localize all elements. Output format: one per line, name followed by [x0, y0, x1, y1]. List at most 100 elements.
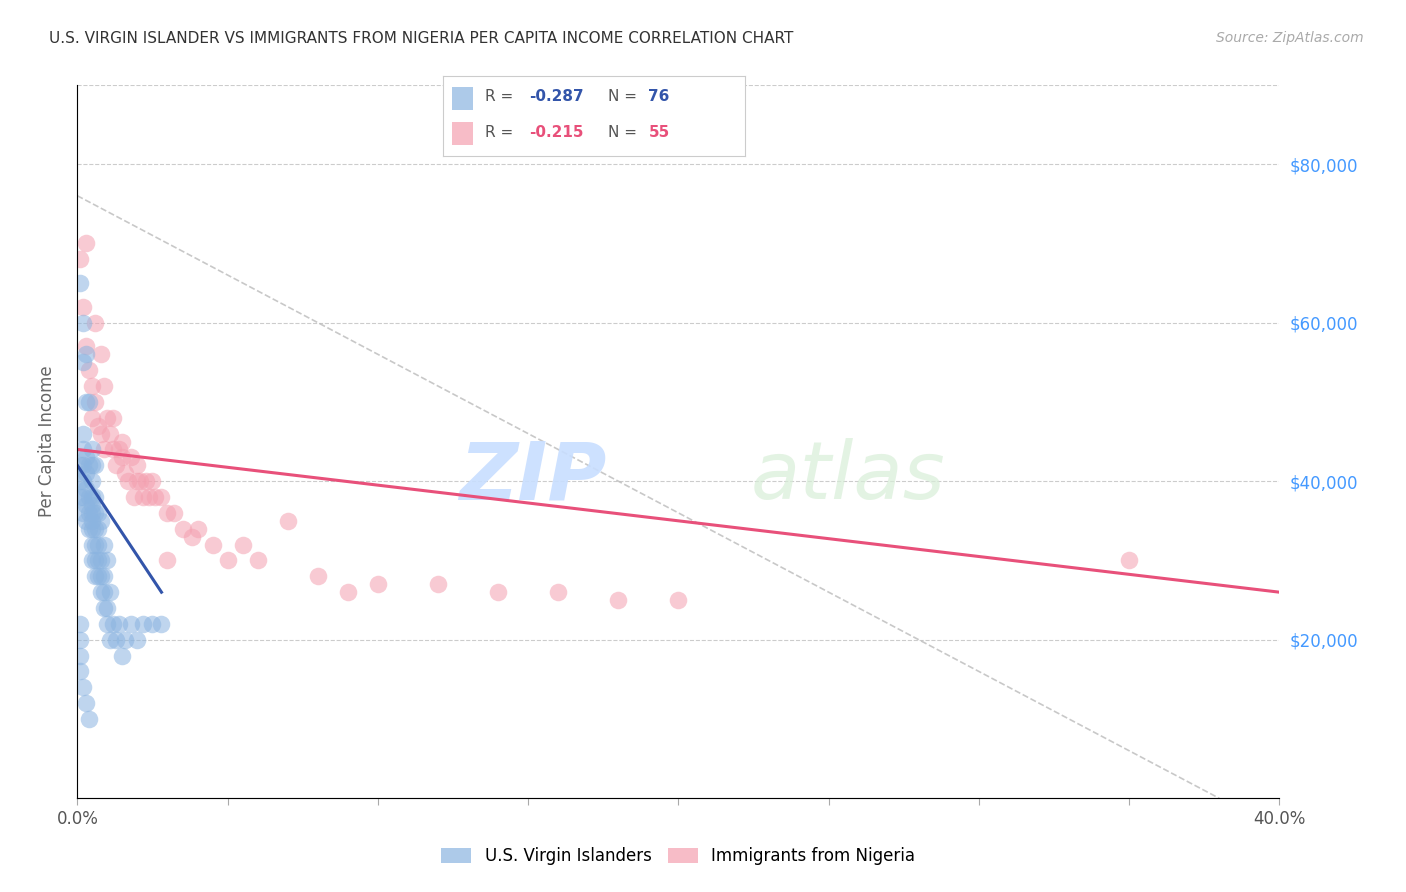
Point — [72, 506, 94, 520]
Point — [141, 616, 163, 631]
Point — [82, 553, 104, 567]
Text: R =: R = — [485, 125, 519, 139]
Point — [79, 712, 101, 726]
Point — [547, 585, 569, 599]
Point — [100, 426, 122, 441]
Point — [93, 379, 115, 393]
Point — [82, 514, 104, 528]
Point — [79, 458, 101, 473]
Point — [246, 553, 269, 567]
Point — [90, 553, 112, 567]
Point — [132, 490, 155, 504]
Point — [72, 474, 94, 488]
Point — [75, 339, 97, 353]
Point — [114, 632, 136, 647]
Point — [150, 490, 173, 504]
Text: -0.287: -0.287 — [529, 89, 583, 104]
Point — [111, 648, 134, 663]
Point — [82, 522, 104, 536]
Point — [108, 442, 131, 457]
Point — [82, 490, 104, 504]
Point — [120, 616, 142, 631]
Point — [72, 426, 94, 441]
Point — [180, 530, 202, 544]
Point — [138, 490, 160, 504]
Point — [72, 458, 94, 473]
Point — [427, 577, 450, 591]
Point — [145, 490, 167, 504]
Point — [82, 506, 104, 520]
Point — [82, 410, 104, 425]
Point — [156, 553, 179, 567]
Point — [103, 442, 125, 457]
Text: N =: N = — [607, 89, 641, 104]
Point — [103, 616, 125, 631]
Point — [82, 538, 104, 552]
Point — [75, 347, 97, 361]
Point — [93, 569, 115, 583]
Point — [72, 300, 94, 314]
Point — [111, 450, 134, 465]
Point — [69, 648, 91, 663]
Point — [336, 585, 359, 599]
Point — [69, 665, 91, 679]
Point — [100, 585, 122, 599]
Point — [103, 410, 125, 425]
Point — [132, 616, 155, 631]
Point — [367, 577, 389, 591]
Point — [90, 569, 112, 583]
Point — [93, 442, 115, 457]
Point — [96, 601, 118, 615]
Point — [100, 632, 122, 647]
Point — [127, 474, 149, 488]
Bar — [451, 87, 472, 110]
Point — [84, 395, 107, 409]
Point — [93, 601, 115, 615]
Text: N =: N = — [607, 125, 641, 139]
Point — [117, 474, 139, 488]
Point — [105, 458, 128, 473]
Point — [187, 522, 209, 536]
Point — [87, 538, 110, 552]
Point — [114, 467, 136, 481]
Point — [172, 522, 194, 536]
Point — [93, 538, 115, 552]
Point — [75, 236, 97, 251]
Point — [201, 538, 224, 552]
Point — [232, 538, 254, 552]
Point — [79, 395, 101, 409]
Point — [217, 553, 239, 567]
Point — [105, 632, 128, 647]
Point — [90, 347, 112, 361]
Point — [75, 467, 97, 481]
Point — [82, 474, 104, 488]
Point — [120, 450, 142, 465]
Point — [87, 522, 110, 536]
Text: Source: ZipAtlas.com: Source: ZipAtlas.com — [1216, 31, 1364, 45]
Point — [75, 498, 97, 512]
Text: atlas: atlas — [751, 438, 945, 516]
Point — [72, 681, 94, 695]
Point — [84, 569, 107, 583]
Point — [96, 410, 118, 425]
Point — [72, 316, 94, 330]
Point — [129, 474, 152, 488]
Text: ZIP: ZIP — [458, 438, 606, 516]
Point — [141, 474, 163, 488]
Point — [1118, 553, 1140, 567]
Point — [87, 418, 110, 433]
Point — [69, 276, 91, 290]
Point — [84, 490, 107, 504]
Point — [135, 474, 157, 488]
Text: 55: 55 — [648, 125, 669, 139]
Point — [486, 585, 509, 599]
Point — [90, 514, 112, 528]
Point — [75, 450, 97, 465]
Point — [69, 490, 91, 504]
Point — [84, 553, 107, 567]
Point — [607, 593, 630, 607]
Point — [127, 632, 149, 647]
Point — [75, 514, 97, 528]
Point — [72, 442, 94, 457]
Point — [75, 696, 97, 710]
